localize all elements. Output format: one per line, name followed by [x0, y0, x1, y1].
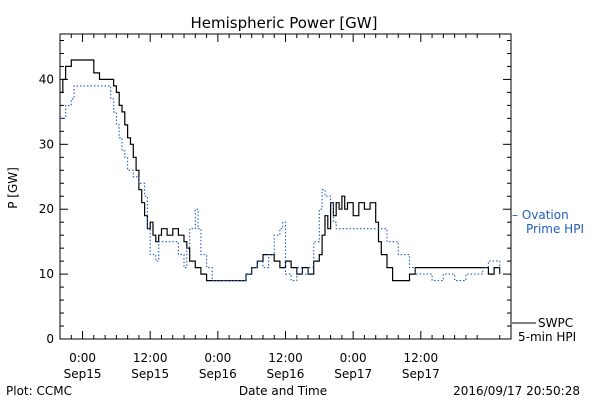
plot-timestamp: 2016/09/17 20:50:28: [453, 384, 580, 398]
y-tick-label: 30: [39, 137, 54, 151]
chart-title: Hemispheric Power [GW]: [191, 14, 378, 32]
plot-credit: Plot: CCMC: [6, 384, 72, 398]
series-layer: [60, 59, 501, 282]
x-tick-date-label: Sep17: [334, 367, 372, 381]
y-axis-label: P [GW]: [6, 167, 20, 209]
legend-ovation-label: – Ovation: [512, 208, 569, 222]
x-tick-time-label: 12:00: [404, 351, 439, 365]
y-tick-label: 40: [39, 72, 54, 86]
y-tick-label: 10: [39, 267, 54, 281]
x-tick-time-label: 12:00: [268, 351, 303, 365]
x-tick-time-label: 0:00: [204, 351, 231, 365]
plot-frame: [59, 33, 512, 340]
x-axis-label: Date and Time: [239, 384, 327, 398]
ovation-hpi-series-line: [60, 85, 501, 282]
legend-ovation-label-line2: Prime HPI: [526, 222, 584, 236]
x-tick-time-label: 12:00: [133, 351, 168, 365]
y-tick-label: 0: [46, 332, 54, 346]
y-axis-ticks: 0 10 20 30 40: [39, 39, 511, 346]
x-tick-time-label: 0:00: [69, 351, 96, 365]
legend-swpc-label-line2: 5-min HPI: [518, 330, 576, 344]
y-tick-label: 20: [39, 202, 54, 216]
x-axis-ticks: 0:00 Sep15 12:00 Sep15 0:00 Sep16 12:00 Sep16 0:…: [59, 34, 512, 381]
legend-swpc-label: SWPC: [538, 316, 573, 330]
x-tick-date-label: Sep15: [64, 367, 102, 381]
x-tick-date-label: Sep16: [267, 367, 305, 381]
swpc-hpi-series-line: [60, 59, 501, 282]
x-tick-date-label: Sep16: [199, 367, 237, 381]
x-tick-time-label: 0:00: [340, 351, 367, 365]
x-tick-date-label: Sep17: [402, 367, 440, 381]
svg-text:P [GW]: P [GW]: [6, 167, 20, 209]
x-tick-date-label: Sep15: [131, 367, 169, 381]
